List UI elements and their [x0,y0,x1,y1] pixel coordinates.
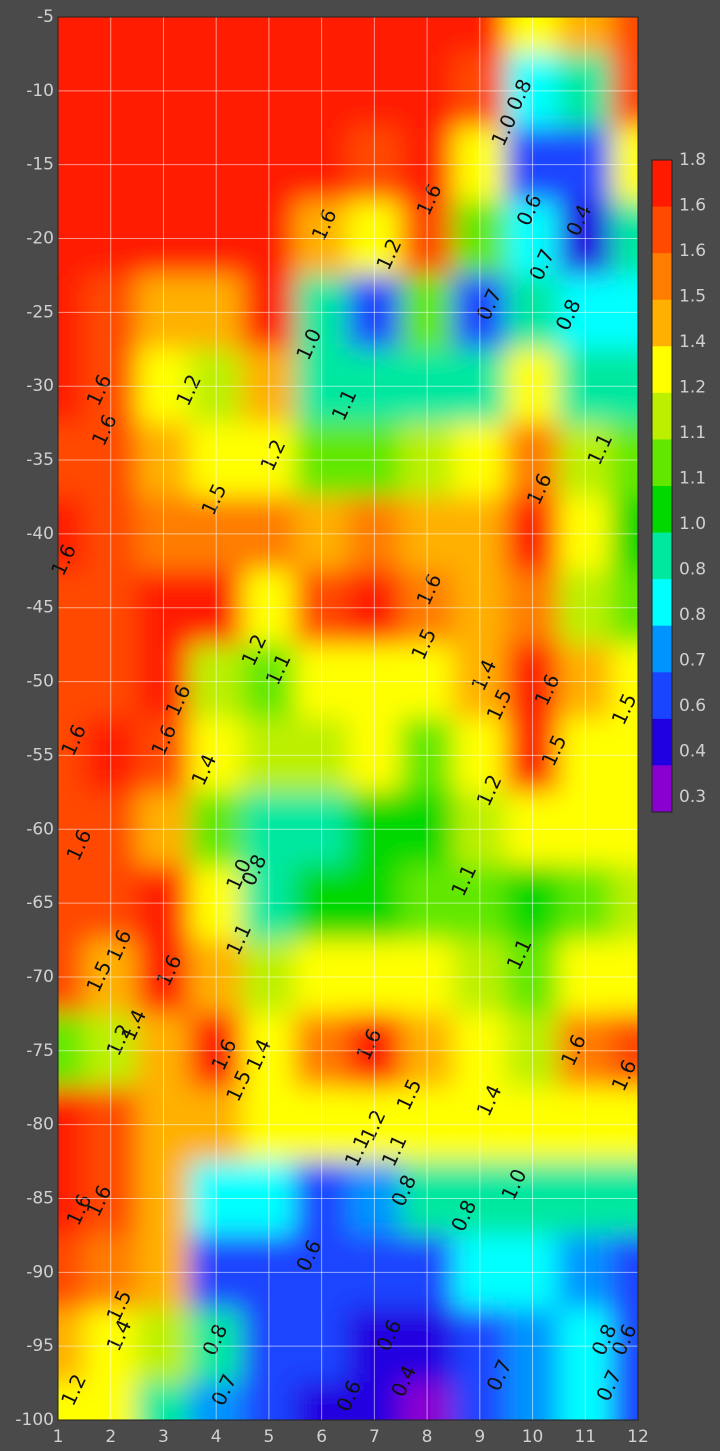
y-tick-label: -80 [26,1115,54,1135]
colorbar-label: 1.4 [679,332,706,352]
y-tick-label: -95 [26,1336,54,1356]
y-tick-label: -45 [26,598,54,618]
colorbar-label: 0.7 [679,651,706,671]
x-tick-label: 9 [474,1427,485,1447]
plot-clip [58,17,638,1420]
colorbar-label: 1.2 [679,378,706,398]
colorbar-label: 0.8 [679,560,706,580]
x-tick-label: 5 [263,1427,274,1447]
colorbar-label: 0.3 [679,787,706,807]
colorbar-label: 1.0 [679,514,706,534]
field-cell [611,1382,638,1420]
x-tick-label: 3 [158,1427,169,1447]
colorbar-label: 0.8 [679,605,706,625]
y-tick-label: -60 [26,819,54,839]
y-tick-label: -55 [26,745,54,765]
y-tick-label: -20 [26,229,54,249]
colorbar-label: 1.8 [679,150,706,170]
colorbar-label: 1.6 [679,196,706,216]
y-tick-label: -30 [26,376,54,396]
colorbar-swatch [652,579,672,627]
field-cell [611,17,638,55]
colorbar-swatch [652,206,672,254]
x-tick-label: 2 [105,1427,116,1447]
colorbar-label: 1.1 [679,469,706,489]
y-tick-label: -85 [26,1188,54,1208]
colorbar-swatch [652,625,672,673]
y-tick-label: -35 [26,450,54,470]
x-tick-label: 1 [53,1427,64,1447]
y-tick-label: -75 [26,1041,54,1061]
colorbar-frame [651,159,673,813]
y-tick-label: -70 [26,967,54,987]
colorbar-swatch [652,532,672,580]
colorbar-swatch [652,439,672,487]
field-cell [58,1382,85,1420]
x-tick-label: 4 [211,1427,222,1447]
colorbar-swatch [652,486,672,534]
x-tick-label: 7 [369,1427,380,1447]
x-tick-label: 12 [627,1427,649,1447]
colorbar-swatch [652,718,672,766]
x-tick-label: 11 [574,1427,596,1447]
colorbar-swatch [652,299,672,347]
y-tick-label: -90 [26,1262,54,1282]
colorbar-label: 1.6 [679,241,706,261]
colorbar-label: 0.6 [679,696,706,716]
y-tick-label: -15 [26,155,54,175]
colorbar-swatch [652,346,672,394]
colorbar-label: 1.1 [679,423,706,443]
colorbar-swatch [652,765,672,813]
y-tick-label: -10 [26,81,54,101]
y-tick-label: -50 [26,672,54,692]
plot-frame [57,16,639,1421]
colorbar-swatch [652,160,672,208]
colorbar-label: 0.4 [679,742,706,762]
y-tick-label: -25 [26,302,54,322]
field [58,17,638,1420]
colorbar-swatch [652,253,672,301]
colorbar-swatch [652,672,672,720]
field-cell [58,17,85,55]
y-tick-label: -100 [15,1410,54,1430]
x-tick-label: 6 [316,1427,327,1447]
colorbar-swatch [652,392,672,440]
y-tick-label: -65 [26,893,54,913]
y-tick-label: -40 [26,524,54,544]
x-tick-label: 10 [522,1427,544,1447]
y-tick-label: -5 [37,7,54,27]
colorbar-label: 1.5 [679,287,706,307]
x-tick-label: 8 [422,1427,433,1447]
